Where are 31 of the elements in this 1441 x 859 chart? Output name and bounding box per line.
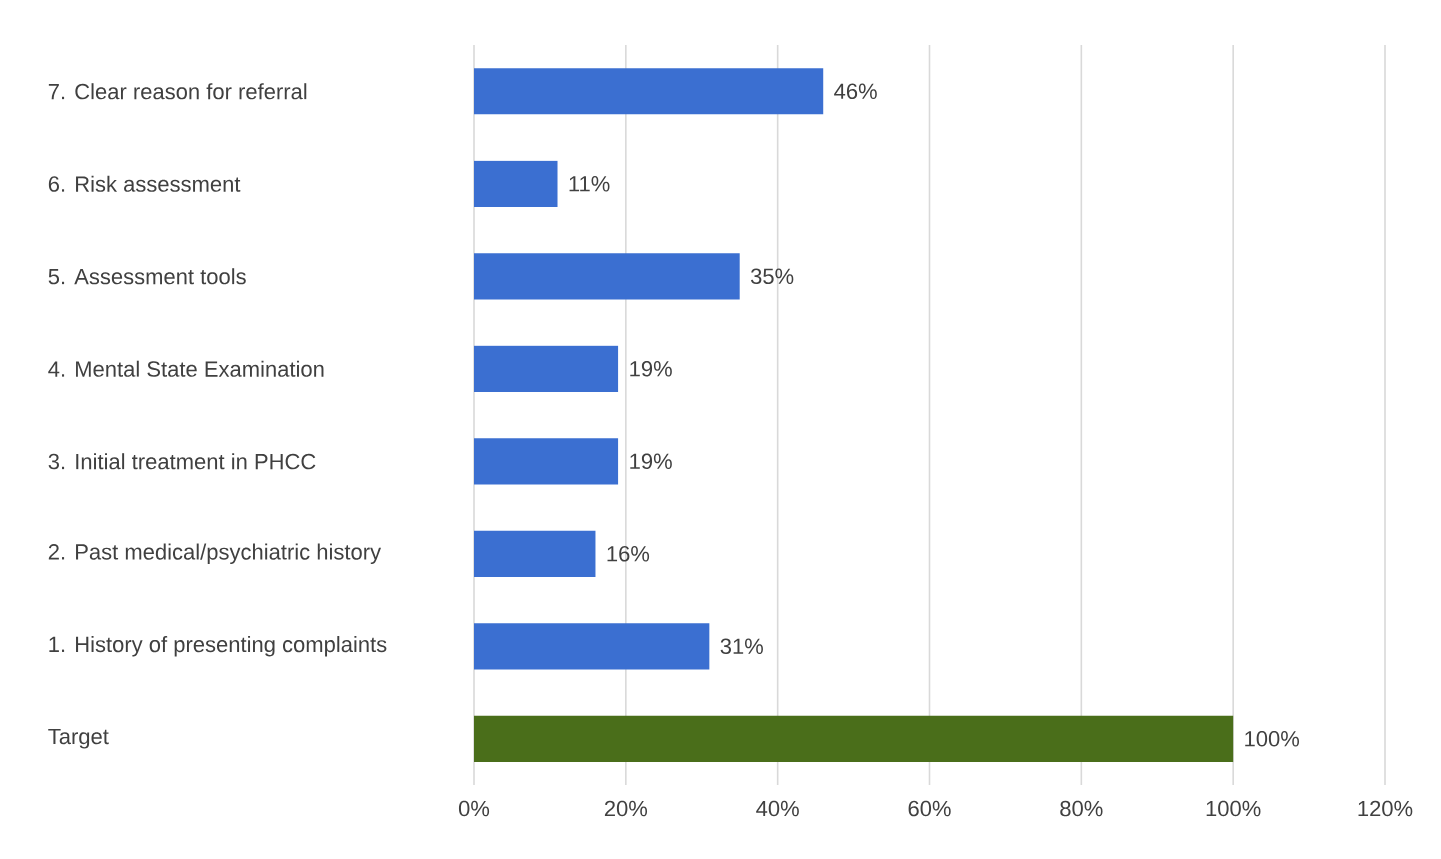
- x-tick-label: 80%: [1060, 800, 1103, 817]
- bar: [474, 623, 710, 670]
- x-tick-label: 20%: [604, 800, 648, 817]
- data-label: 19%: [630, 361, 672, 377]
- y-tick-label: 5. Assessment tools: [48, 268, 246, 285]
- x-tick-label: 0%: [458, 800, 490, 817]
- bar: [474, 530, 596, 577]
- y-tick-label: 3. Initial treatment in PHCC: [48, 453, 316, 470]
- y-tick-label: 1. History of presenting complaints: [49, 636, 387, 657]
- bar: [474, 68, 824, 115]
- bar: [474, 715, 1234, 762]
- data-label: 100%: [1245, 730, 1300, 747]
- x-tick-label: 60%: [908, 800, 951, 817]
- data-label: 16%: [607, 546, 650, 562]
- y-tick-label: 2. Past medical/psychiatric history: [48, 543, 382, 564]
- data-label: 11%: [569, 176, 610, 192]
- x-tick-label: 120%: [1358, 800, 1413, 817]
- y-tick-label: Target: [48, 728, 109, 749]
- bar: [474, 438, 619, 485]
- y-tick-label: 6. Risk assessment: [48, 175, 241, 192]
- bar: [474, 253, 740, 300]
- bar: [474, 160, 558, 207]
- y-tick-label: 7. Clear reason for referral: [48, 83, 307, 100]
- data-label: 19%: [630, 453, 672, 470]
- x-tick-label: 100%: [1206, 800, 1261, 817]
- bar: [474, 345, 619, 392]
- y-tick-label: 4. Mental State Examination: [48, 360, 324, 377]
- data-label: 31%: [720, 638, 763, 655]
- data-label: 46%: [834, 83, 877, 100]
- data-label: 35%: [750, 268, 794, 285]
- x-tick-label: 40%: [756, 800, 799, 817]
